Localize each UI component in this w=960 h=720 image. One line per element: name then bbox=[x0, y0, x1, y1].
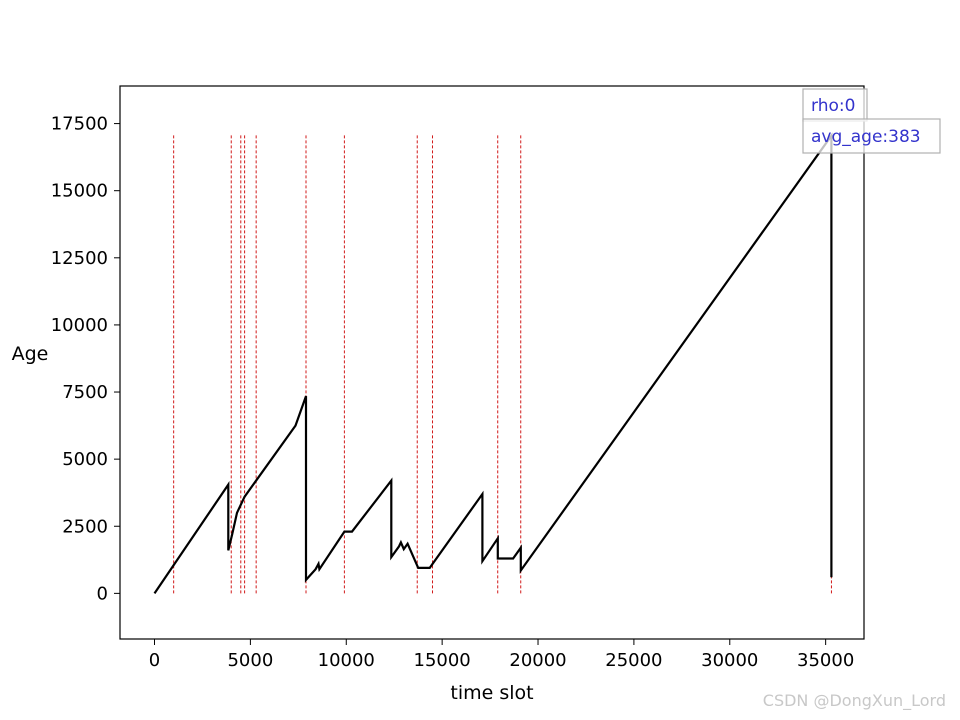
y-tick-label: 10000 bbox=[51, 315, 108, 336]
plot-frame bbox=[119, 85, 865, 640]
y-tick-label: 0 bbox=[97, 583, 108, 604]
watermark: CSDN @DongXun_Lord bbox=[762, 691, 946, 710]
event-lines bbox=[173, 134, 832, 594]
y-axis-label: Age bbox=[12, 343, 49, 365]
annotation-box-1 bbox=[802, 118, 941, 154]
y-tick-label: 15000 bbox=[51, 181, 108, 202]
y-tick-label: 5000 bbox=[62, 449, 108, 470]
annotations: rho:0 avg_age:383 bbox=[802, 88, 941, 154]
series-line-0 bbox=[153, 132, 833, 595]
x-tick-label: 20000 bbox=[509, 650, 566, 671]
x-tick-label: 35000 bbox=[797, 650, 854, 671]
x-tick-label: 15000 bbox=[414, 650, 471, 671]
y-tick-label: 2500 bbox=[62, 516, 108, 537]
annotation-text-0: rho:0 bbox=[811, 96, 855, 116]
annotation-box-0 bbox=[802, 88, 868, 122]
x-tick-label: 30000 bbox=[701, 650, 758, 671]
series-layer bbox=[153, 132, 833, 595]
x-axis-label: time slot bbox=[450, 682, 533, 704]
x-tick-label: 25000 bbox=[605, 650, 662, 671]
y-axis: 0 2500 5000 7500 10000 12500 15000 17500 bbox=[51, 114, 120, 604]
y-tick-label: 12500 bbox=[51, 248, 108, 269]
y-tick-label: 7500 bbox=[62, 382, 108, 403]
x-tick-label: 5000 bbox=[227, 650, 273, 671]
x-tick-label: 0 bbox=[149, 650, 160, 671]
x-tick-label: 10000 bbox=[318, 650, 375, 671]
annotation-text-1: avg_age:383 bbox=[811, 127, 921, 147]
x-axis: 0 5000 10000 15000 20000 25000 30000 35000 bbox=[149, 639, 854, 671]
y-tick-label: 17500 bbox=[51, 114, 108, 135]
